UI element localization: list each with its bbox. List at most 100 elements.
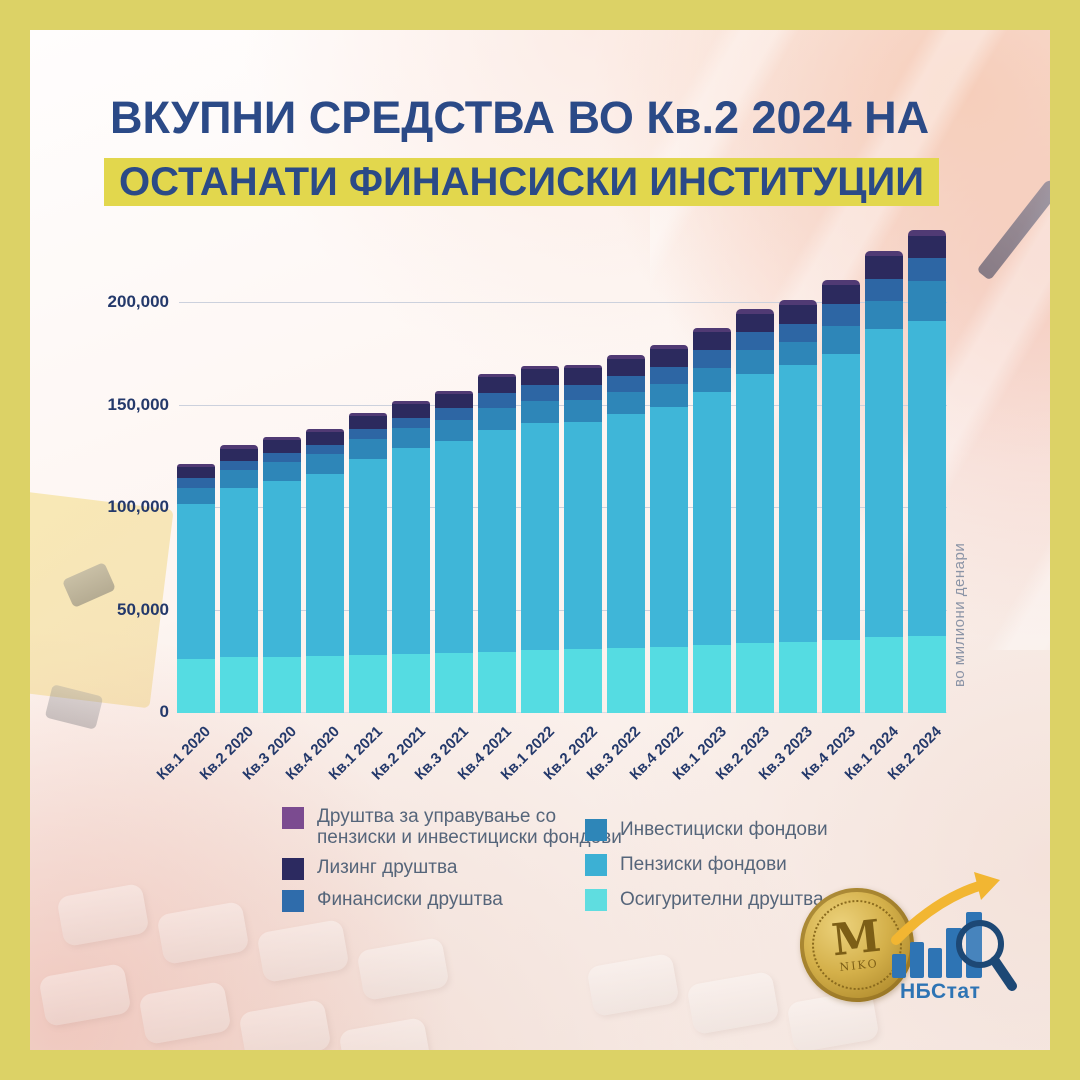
legend-swatch	[282, 858, 304, 880]
chart-legend-column-left: Друштва за управување со пензиски и инве…	[282, 806, 622, 912]
legend-label: Пензиски фондови	[620, 853, 787, 875]
bar-segment	[349, 654, 387, 713]
bar-segment	[779, 305, 817, 324]
background-calculator-key	[256, 918, 350, 984]
y-axis-tick-label: 200,000	[107, 292, 169, 311]
bar-segment	[607, 358, 645, 376]
bar-segment	[865, 250, 903, 256]
infographic-canvas: ВКУПНИ СРЕДСТВА ВО Кв.2 2024 НА ОСТАНАТИ…	[30, 30, 1050, 1050]
magnifier-icon	[956, 920, 1004, 968]
background-calculator-key	[56, 882, 150, 948]
bar-segment	[564, 384, 602, 400]
bar-segment	[564, 364, 602, 368]
bar-segment	[521, 385, 559, 402]
bar-segment	[822, 354, 860, 641]
legend-item: Лизинг друштва	[282, 857, 622, 880]
y-axis-tick-label: 50,000	[117, 599, 169, 619]
bar-segment	[779, 341, 817, 365]
bar-segment	[435, 652, 473, 713]
x-axis-tick-label: Кв.2 2024	[884, 723, 946, 784]
background-pen	[976, 177, 1050, 281]
legend-label: Друштва за управување со пензиски и инве…	[317, 806, 622, 848]
bar-segment	[220, 657, 258, 713]
chart-legend-column-right: Инвестициски фондови Пензиски фондови Осиг…	[585, 816, 828, 912]
gridline	[179, 609, 947, 611]
nbstat-arrow-head	[974, 872, 1000, 900]
bar-segment	[220, 461, 258, 471]
bar-segment	[564, 399, 602, 422]
bar-segment	[908, 235, 946, 258]
page-subtitle-highlight: ОСТАНАТИ ФИНАНСИСКИ ИНСТИТУЦИИ	[104, 158, 939, 206]
bar-segment	[736, 309, 774, 315]
bar-segment	[263, 462, 301, 482]
bar-segment	[177, 488, 215, 505]
bar-segment	[392, 403, 430, 418]
chart-plot-area: 0 50,000 100,000 150,000 200,000	[108, 220, 947, 721]
stacked-bar-chart: 0 50,000 100,000 150,000 200,000 Кв.1 2020 Кв…	[108, 220, 977, 840]
bar-segment	[693, 367, 731, 392]
bar-segment	[822, 303, 860, 326]
page-subtitle: ОСТАНАТИ ФИНАНСИСКИ ИНСТИТУЦИИ	[119, 159, 924, 204]
nbstat-logo-graphic	[891, 872, 1017, 991]
gridline	[179, 302, 947, 303]
y-axis-tick-label: 100,000	[107, 497, 169, 516]
bar-segment	[306, 429, 344, 433]
bar-segment	[306, 655, 344, 713]
bar-segment	[865, 301, 903, 330]
bar-segment	[263, 437, 301, 441]
nbstat-bar	[892, 954, 906, 978]
bar-segment	[607, 375, 645, 392]
bar-segment	[736, 314, 774, 332]
bar-segment	[478, 376, 516, 393]
bar-segment	[349, 415, 387, 430]
legend-label: Лизинг друштва	[317, 857, 458, 878]
coin-monogram: M	[829, 910, 884, 966]
bar-segment	[865, 255, 903, 280]
bar-segment	[822, 284, 860, 304]
bar-segment	[564, 367, 602, 385]
coin-inscription: ΝΙΚΟ	[838, 956, 880, 974]
legend-item: Друштва за управување со пензиски и инве…	[282, 806, 622, 848]
bar-segment	[865, 329, 903, 638]
bar-segment	[779, 323, 817, 342]
bar-segment	[564, 421, 602, 650]
bar-segment	[650, 348, 688, 367]
bar-segment	[908, 229, 946, 236]
legend-label: Финансиски друштва	[317, 889, 503, 910]
bar-segment	[521, 401, 559, 424]
bar-segment	[736, 349, 774, 374]
bar-segment	[607, 648, 645, 713]
nbstat-bar	[910, 942, 924, 978]
bar-segment	[521, 650, 559, 713]
bar-segment	[435, 393, 473, 408]
bar-segment	[693, 331, 731, 350]
bar-segment	[607, 413, 645, 649]
bar-segment	[306, 432, 344, 446]
bar-segment	[908, 320, 946, 637]
bar-segment	[263, 656, 301, 713]
bar-segment	[306, 454, 344, 475]
bar-segment	[349, 459, 387, 655]
legend-swatch	[282, 890, 304, 912]
y-axis-tick-label: 150,000	[107, 394, 169, 414]
bar-segment	[822, 325, 860, 355]
legend-item: Пензиски фондови	[585, 851, 828, 877]
bar-segment	[650, 344, 688, 349]
bar-segment	[865, 279, 903, 302]
bar-segment	[349, 439, 387, 460]
background-calculator-key	[38, 962, 132, 1028]
bar-segment	[650, 406, 688, 648]
bar-segment	[263, 481, 301, 657]
bar-segment	[478, 392, 516, 408]
bar-segment	[779, 642, 817, 713]
bar-segment	[908, 280, 946, 321]
bar-segment	[822, 280, 860, 285]
bar-segment	[263, 453, 301, 463]
legend-swatch	[585, 888, 607, 911]
bar-segment	[779, 364, 817, 643]
bar-segment	[177, 467, 215, 479]
legend-item: Осигурителни друштва	[585, 886, 828, 912]
background-calculator-key	[686, 970, 780, 1036]
background-calculator-key	[156, 900, 250, 966]
bar-segment	[779, 300, 817, 306]
